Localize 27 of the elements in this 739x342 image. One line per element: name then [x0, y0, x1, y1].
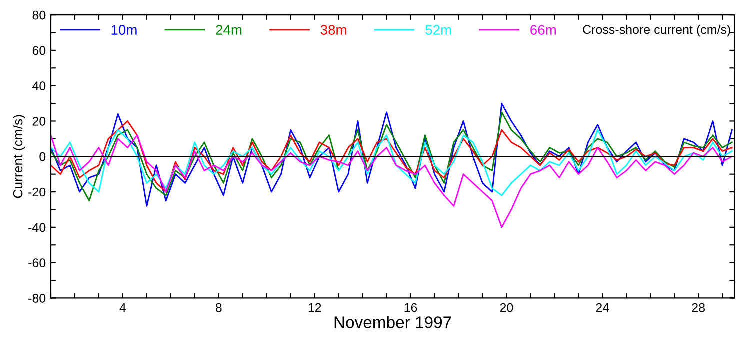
legend-label: 38m — [320, 25, 346, 35]
annotation: Cross-shore current (cm/s) — [583, 24, 730, 37]
y-tick-label: 0 — [40, 152, 46, 162]
x-tick-label: 24 — [596, 303, 610, 312]
x-tick-label: 20 — [500, 303, 514, 312]
x-tick-label: 28 — [692, 303, 705, 312]
y-tick-label: 80 — [32, 10, 46, 20]
y-tick-label: 20 — [32, 117, 46, 126]
line-series — [50, 129, 733, 196]
legend-label: 10m — [112, 25, 137, 35]
line-series — [50, 134, 733, 228]
x-tick-label: 16 — [404, 303, 418, 312]
y-tick-label: -60 — [28, 258, 46, 268]
y-tick-label: 40 — [32, 82, 46, 90]
legend-label: 66m — [530, 25, 556, 35]
x-axis-title: November 1997 — [334, 316, 452, 328]
x-tick-label: 4 — [120, 304, 126, 312]
x-tick-label: 12 — [308, 303, 322, 312]
y-tick-label: -20 — [28, 188, 46, 197]
y-tick-label: -40 — [28, 223, 46, 232]
legend-label: 24m — [216, 25, 242, 35]
y-axis-title: Current (cm/s) — [12, 115, 26, 198]
y-tick-label: 60 — [32, 46, 46, 56]
legend-label: 52m — [426, 25, 452, 35]
x-tick-label: 8 — [216, 303, 222, 312]
line-series — [50, 120, 733, 193]
y-tick-label: -80 — [28, 294, 46, 303]
